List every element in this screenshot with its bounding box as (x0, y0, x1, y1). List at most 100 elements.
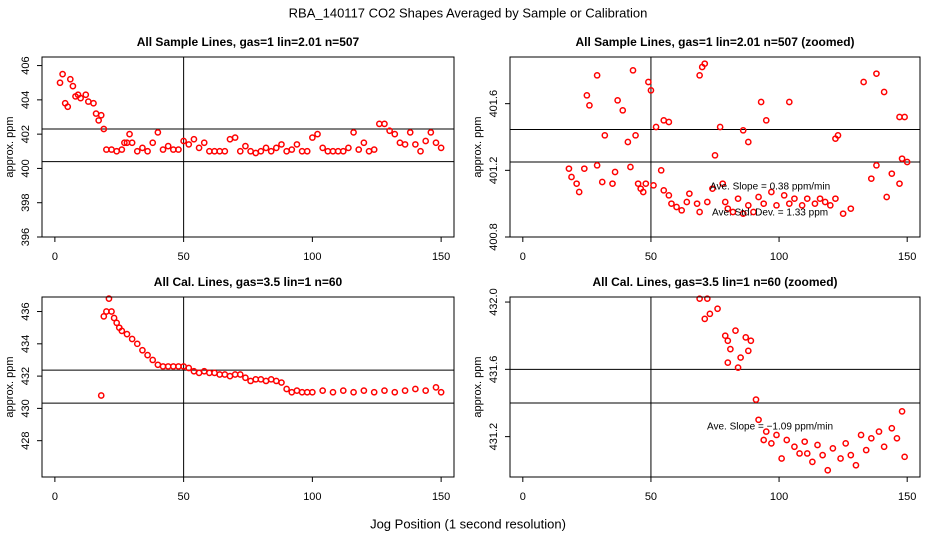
point (437, 388, 445, 396)
annotation: Ave. Slope = 0.38 ppm/min (710, 182, 830, 193)
point (401, 141, 409, 148)
point (701, 315, 709, 323)
point (762, 116, 770, 124)
point (896, 180, 903, 188)
point (422, 387, 430, 394)
point (842, 440, 850, 447)
point (619, 106, 627, 114)
point (381, 387, 388, 394)
x-tick-label: 0 (52, 251, 58, 263)
y-tick-label: 431.2 (488, 423, 500, 451)
point (56, 79, 64, 87)
point (862, 446, 870, 454)
point (660, 186, 668, 194)
y-tick-label: 434 (20, 335, 32, 353)
point (190, 135, 198, 143)
point (64, 103, 72, 111)
x-tick-label: 0 (520, 251, 526, 263)
point (100, 125, 108, 133)
point (82, 91, 90, 99)
point (647, 86, 655, 94)
x-tick-label: 50 (645, 251, 657, 263)
point (898, 155, 906, 163)
point (696, 71, 703, 79)
point (867, 434, 875, 442)
point (401, 387, 409, 394)
plot-frame (41, 296, 455, 478)
point (95, 117, 103, 124)
y-tick-label: 401.6 (488, 90, 500, 118)
point (724, 337, 732, 345)
point (755, 193, 762, 201)
point (100, 313, 108, 320)
point (729, 208, 737, 216)
point (888, 424, 896, 432)
point (144, 147, 151, 155)
point (847, 205, 855, 213)
point (744, 138, 752, 146)
point (236, 371, 244, 378)
y-tick-label: 406 (20, 56, 32, 74)
point (66, 75, 74, 83)
point (133, 340, 141, 348)
point (629, 66, 637, 74)
point (90, 99, 97, 107)
x-tick-label: 100 (303, 491, 321, 503)
point (875, 428, 883, 435)
point (123, 330, 131, 338)
point (417, 147, 424, 155)
point (696, 208, 703, 216)
y-tick-label: 400.8 (488, 223, 500, 251)
point (586, 101, 593, 109)
point (785, 98, 793, 106)
point (732, 327, 739, 334)
point (432, 384, 440, 391)
point (734, 364, 742, 372)
x-tick-label: 150 (898, 491, 916, 503)
y-tick-label: 404 (20, 91, 32, 109)
point (288, 146, 296, 153)
point (686, 190, 693, 198)
point (852, 461, 860, 469)
point (834, 131, 842, 139)
point (432, 139, 440, 147)
point (108, 308, 115, 315)
point (180, 137, 187, 145)
x-tick-label: 50 (645, 491, 657, 503)
annotation: Ave. Std. Dev. = 1.33 ppm (712, 208, 828, 219)
point (614, 96, 621, 104)
point (803, 195, 811, 203)
point (724, 205, 732, 213)
point (195, 144, 203, 152)
point (309, 388, 316, 396)
point (883, 193, 891, 201)
x-tick-label: 100 (303, 251, 321, 263)
point (267, 147, 275, 155)
point (650, 181, 657, 189)
point (314, 130, 321, 138)
point (693, 200, 701, 208)
point (888, 170, 896, 178)
y-tick-label: 430 (20, 399, 32, 417)
point (624, 138, 632, 146)
point (721, 332, 729, 340)
point (744, 347, 752, 355)
point (59, 70, 66, 78)
point (139, 144, 146, 152)
point (744, 201, 752, 209)
point (164, 142, 172, 150)
x-tick-label: 50 (178, 251, 190, 263)
point (839, 210, 847, 218)
point (422, 137, 430, 145)
panel-title: All Sample Lines, gas=1 lin=2.01 n=507 (137, 35, 360, 49)
point (144, 351, 151, 359)
point (750, 208, 757, 216)
point (242, 142, 249, 150)
y-axis-label: approx. ppm (4, 356, 16, 417)
point (309, 134, 316, 141)
y-tick-label: 396 (20, 228, 32, 246)
point (665, 191, 673, 199)
point (175, 146, 182, 153)
point (673, 203, 680, 211)
plot-frame (41, 56, 455, 238)
